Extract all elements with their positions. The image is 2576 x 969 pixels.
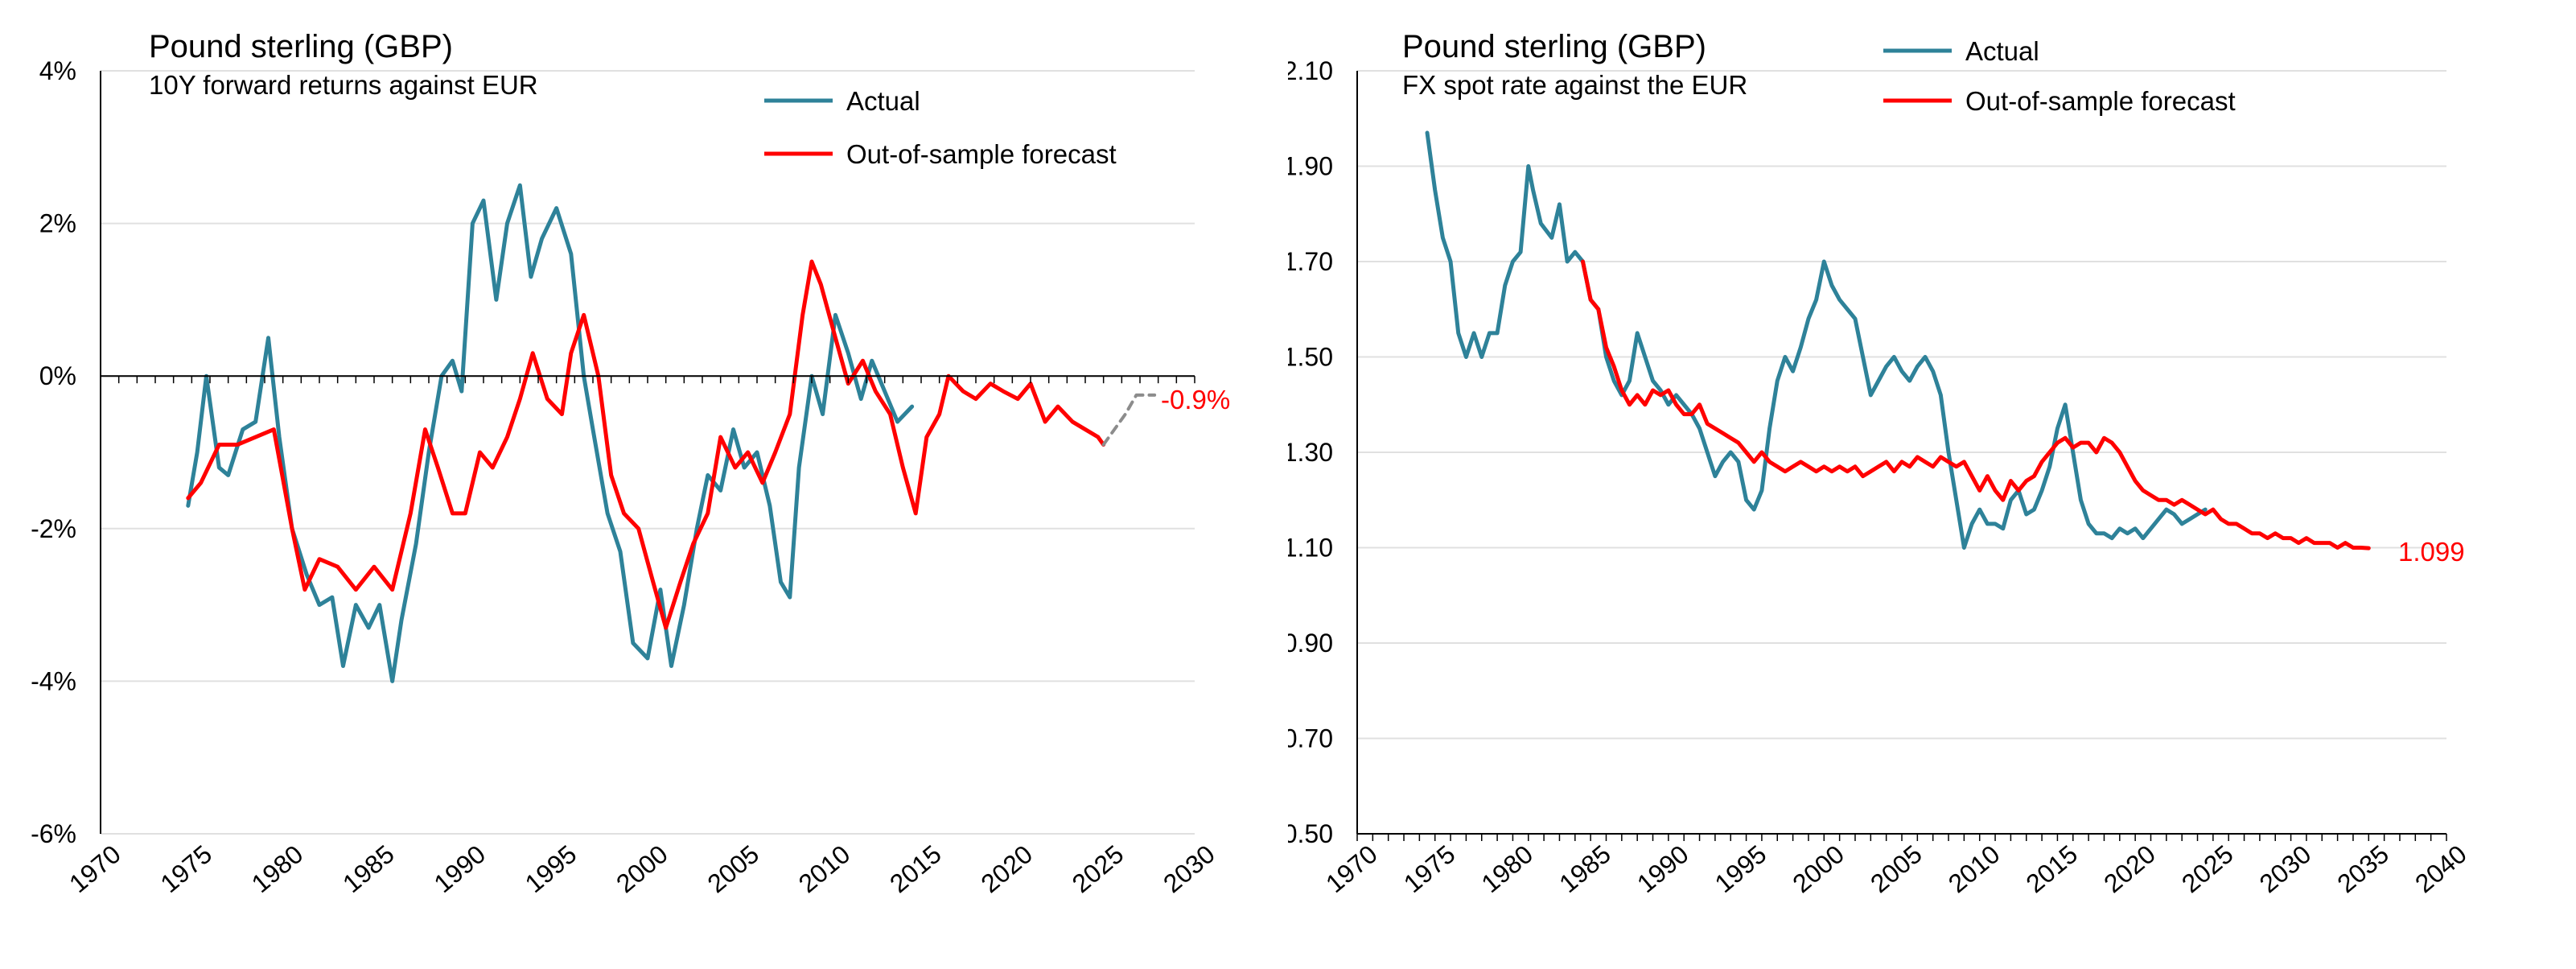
legend-actual-label: Actual bbox=[846, 86, 920, 116]
x-tick-label: 2025 bbox=[1067, 839, 1130, 898]
x-tick-label: 2020 bbox=[975, 839, 1038, 898]
y-tick-label: 0.50 bbox=[1288, 819, 1333, 848]
axes: 4%2%0%-2%-4%-6%1970 1975 1980 1985 1990 1995 2… bbox=[31, 56, 1220, 898]
axes: 2.101.901.701.501.301.100.900.700.501970… bbox=[1288, 56, 2472, 898]
y-tick-label: 0.90 bbox=[1288, 629, 1333, 658]
x-tick-label: 2010 bbox=[793, 839, 856, 898]
forward-returns-chart: 4%2%0%-2%-4%-6%1970 1975 1980 1985 1990 1995 2… bbox=[31, 29, 1230, 898]
legend-forecast-label: Out-of-sample forecast bbox=[1965, 86, 2236, 116]
x-tick-label: 2040 bbox=[2409, 839, 2472, 898]
grid-lines bbox=[101, 70, 1195, 835]
y-tick-label: 1.30 bbox=[1288, 438, 1333, 467]
series-projection-line bbox=[1101, 393, 1157, 447]
y-tick-label: 0.70 bbox=[1288, 724, 1333, 753]
x-tick-label: 1990 bbox=[1632, 839, 1694, 898]
chart-panel-right: 2.10 1.90 1.70 1.50 1.30 1.10 0.90 0.70 0.50 1970… bbox=[1288, 0, 2576, 969]
x-tick-label: 2010 bbox=[1943, 839, 2006, 898]
series-actual-line bbox=[1425, 130, 2208, 550]
x-tick-label: 2030 bbox=[2254, 839, 2317, 898]
x-tick-label: 1985 bbox=[1553, 839, 1616, 898]
x-tick-label: 2020 bbox=[2098, 839, 2161, 898]
x-tick-label: 1995 bbox=[520, 839, 582, 898]
y-tick-label: 0% bbox=[39, 361, 76, 390]
grid-lines bbox=[1357, 70, 2446, 740]
x-tick-label: 2030 bbox=[1158, 839, 1220, 898]
y-tick-label: 4% bbox=[39, 56, 76, 85]
chart-subtitle: 10Y forward returns against EUR bbox=[149, 70, 538, 100]
y-tick-label: -2% bbox=[31, 514, 76, 543]
series-lines bbox=[186, 183, 1157, 683]
y-tick-label: 2.10 bbox=[1288, 56, 1333, 85]
x-tick-label: 2015 bbox=[2021, 839, 2084, 898]
series-lines bbox=[1425, 130, 2371, 550]
x-tick-label: 2005 bbox=[702, 839, 764, 898]
x-tick-label: 1995 bbox=[1710, 839, 1772, 898]
x-tick-label: 1980 bbox=[1476, 839, 1539, 898]
y-tick-label: 1.10 bbox=[1288, 534, 1333, 563]
x-tick-label: 2005 bbox=[1865, 839, 1928, 898]
y-tick-label: 2% bbox=[39, 209, 76, 238]
end-value-label: 1.099 bbox=[2398, 537, 2465, 567]
legend: Actual Out-of-sample forecast bbox=[764, 86, 1117, 169]
y-tick-label: 1.90 bbox=[1288, 152, 1333, 181]
x-tick-label: 2015 bbox=[884, 839, 947, 898]
series-forecast-line bbox=[186, 259, 1106, 630]
x-tick-label: 2000 bbox=[611, 839, 673, 898]
x-tick-label: 1980 bbox=[246, 839, 309, 898]
legend-actual-label: Actual bbox=[1965, 36, 2039, 66]
x-tick-label: 1975 bbox=[154, 839, 217, 898]
y-tick-label: 1.70 bbox=[1288, 247, 1333, 276]
y-tick-label: -4% bbox=[31, 666, 76, 695]
chart-title: Pound sterling (GBP) bbox=[149, 29, 453, 64]
x-tick-label: 2025 bbox=[2176, 839, 2239, 898]
chart-subtitle: FX spot rate against the EUR bbox=[1402, 70, 1747, 100]
end-value-label: -0.9% bbox=[1161, 385, 1230, 414]
x-tick-label: 1975 bbox=[1398, 839, 1461, 898]
x-tick-label: 2000 bbox=[1787, 839, 1850, 898]
legend: Actual Out-of-sample forecast bbox=[1883, 36, 2236, 116]
y-tick-label: 1.50 bbox=[1288, 343, 1333, 372]
x-tick-label: 1985 bbox=[337, 839, 400, 898]
x-tick-label: 1990 bbox=[428, 839, 491, 898]
series-forecast-line bbox=[1580, 259, 2371, 550]
spot-rate-chart: 2.101.901.701.501.301.100.900.700.501970… bbox=[1288, 29, 2472, 898]
chart-title: Pound sterling (GBP) bbox=[1402, 29, 1706, 64]
series-actual-line bbox=[186, 183, 915, 683]
legend-forecast-label: Out-of-sample forecast bbox=[846, 139, 1117, 169]
y-tick-label: -6% bbox=[31, 819, 76, 848]
x-tick-label: 2035 bbox=[2331, 839, 2394, 898]
chart-panel-left: 4% 2% 0% -2% -4% -6% 1970 1975 1980 1985 1990 1995 2… bbox=[31, 29, 1230, 898]
